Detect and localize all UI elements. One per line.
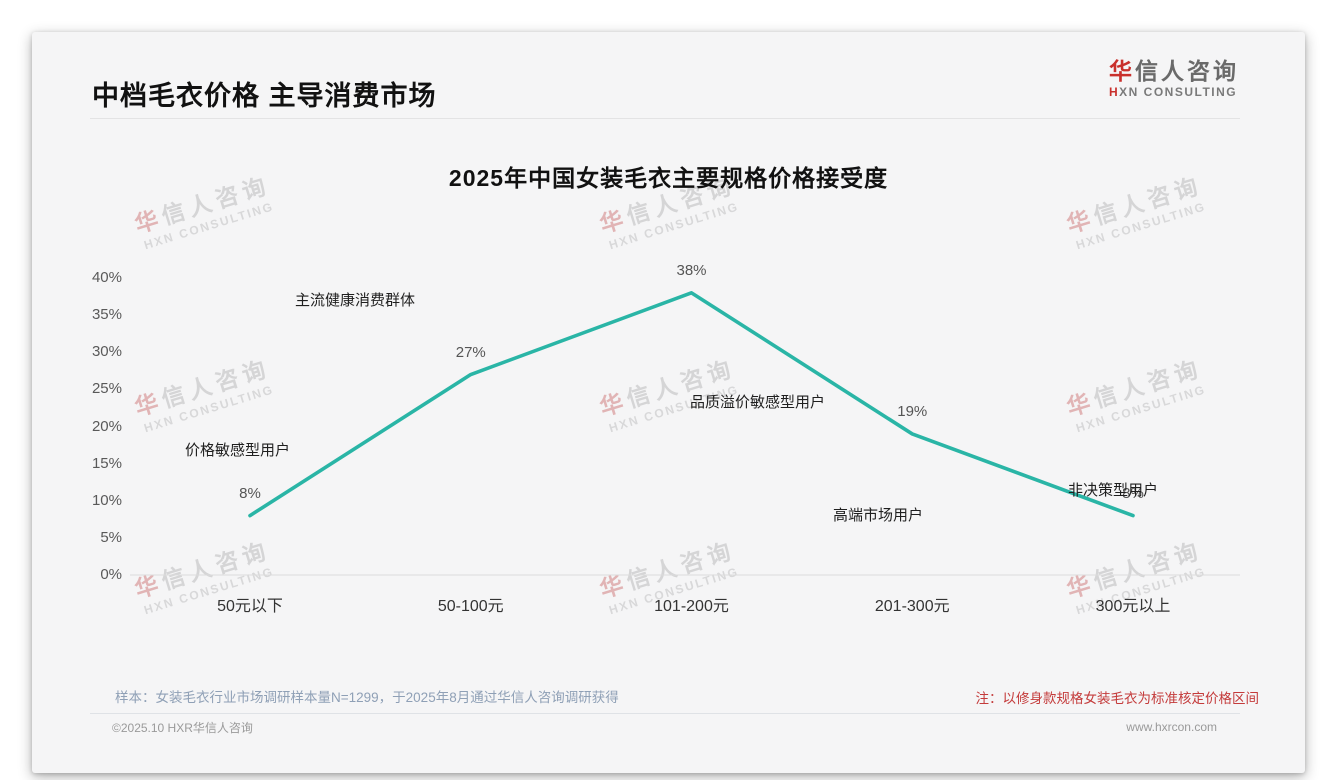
watermark-cn-accent: 华 xyxy=(596,204,632,238)
brand-logo-cn: 华信人咨询 xyxy=(1109,58,1239,84)
watermark-cn-accent: 华 xyxy=(131,204,167,238)
y-axis-tick: 10% xyxy=(91,491,122,509)
data-point-label: 8% xyxy=(1122,484,1144,502)
data-point-label: 8% xyxy=(239,484,261,502)
brand-logo: 华信人咨询 HXN CONSULTING xyxy=(1109,58,1239,99)
x-axis-label: 50-100元 xyxy=(437,598,504,615)
watermark-en: HXN CONSULTING xyxy=(1074,199,1208,253)
brand-watermark: 华信人咨询 HXN CONSULTING xyxy=(131,354,278,436)
brand-logo-en: HXN CONSULTING xyxy=(1109,85,1239,99)
annotation-mainstream: 主流健康消费群体 xyxy=(295,292,416,309)
x-axis-label: 201-300元 xyxy=(874,598,950,615)
y-axis-tick: 30% xyxy=(91,343,122,361)
watermark-cn: 华信人咨询 xyxy=(131,354,274,421)
brand-logo-en-rest: XN CONSULTING xyxy=(1119,85,1238,100)
watermark-en: HXN CONSULTING xyxy=(1074,382,1208,436)
y-axis-tick: 20% xyxy=(91,417,122,435)
footer-divider xyxy=(90,713,1240,714)
y-axis: 0% 5% 10% 15% 20% 25% 30% 35% 40% xyxy=(32,32,122,773)
brand-logo-en-accent: H xyxy=(1109,85,1120,100)
website-url: www.hxrcon.com xyxy=(1126,720,1217,734)
trend-line-svg xyxy=(130,291,1240,576)
x-axis-label: 101-200元 xyxy=(654,598,729,615)
y-axis-tick: 5% xyxy=(100,528,122,546)
watermark-en: HXN CONSULTING xyxy=(142,382,276,436)
watermark-cn: 华信人咨询 xyxy=(1063,354,1206,421)
y-axis-tick: 40% xyxy=(91,269,122,286)
brand-logo-cn-accent: 华 xyxy=(1109,58,1135,84)
watermark-en: HXN CONSULTING xyxy=(607,199,741,253)
x-axis-label: 50元以下 xyxy=(217,598,283,615)
title-divider xyxy=(90,118,1240,119)
slide-card: 华信人咨询 HXN CONSULTING 华信人咨询 HXN CONSULTING 华信… xyxy=(32,32,1305,773)
price-note: 注：以修身款规格女装毛衣为标准核定价格区间 xyxy=(975,691,1260,706)
chart-title: 2025年中国女装毛衣主要规格价格接受度 xyxy=(448,165,889,191)
x-axis-label: 300元以上 xyxy=(1095,598,1171,615)
annotation-price-sensitive: 价格敏感型用户 xyxy=(185,442,291,459)
watermark-cn-accent: 华 xyxy=(1063,204,1099,238)
annotation-non-decision: 非决策型用户 xyxy=(1068,482,1159,499)
y-axis-tick: 25% xyxy=(91,380,122,398)
brand-watermark: 华信人咨询 HXN CONSULTING xyxy=(1063,354,1210,436)
watermark-cn-accent: 华 xyxy=(131,387,167,421)
copyright-text: ©2025.10 HXR华信人咨询 xyxy=(112,721,253,735)
y-axis-tick: 0% xyxy=(100,566,122,583)
brand-logo-cn-rest: 信人咨询 xyxy=(1135,58,1239,84)
watermark-cn-accent: 华 xyxy=(131,569,167,603)
y-axis-tick: 35% xyxy=(91,306,122,324)
data-point-label: 19% xyxy=(897,402,928,420)
watermark-layer: 华信人咨询 HXN CONSULTING 华信人咨询 HXN CONSULTING 华信… xyxy=(32,32,1305,773)
watermark-en: HXN CONSULTING xyxy=(142,199,276,253)
watermark-cn-accent: 华 xyxy=(1063,387,1099,421)
page-title: 中档毛衣价格 主导消费市场 xyxy=(92,81,437,111)
y-axis-tick: 15% xyxy=(91,454,122,472)
watermark-cn-accent: 华 xyxy=(596,387,632,421)
data-point-label: 38% xyxy=(676,261,707,279)
data-point-label: 27% xyxy=(455,343,486,361)
annotation-high-end: 高端市场用户 xyxy=(833,507,924,524)
annotation-quality-premium: 品质溢价敏感型用户 xyxy=(690,394,826,411)
sample-note: 样本：女装毛衣行业市场调研样本量N=1299，于2025年8月通过华信人咨询调研… xyxy=(115,690,619,705)
